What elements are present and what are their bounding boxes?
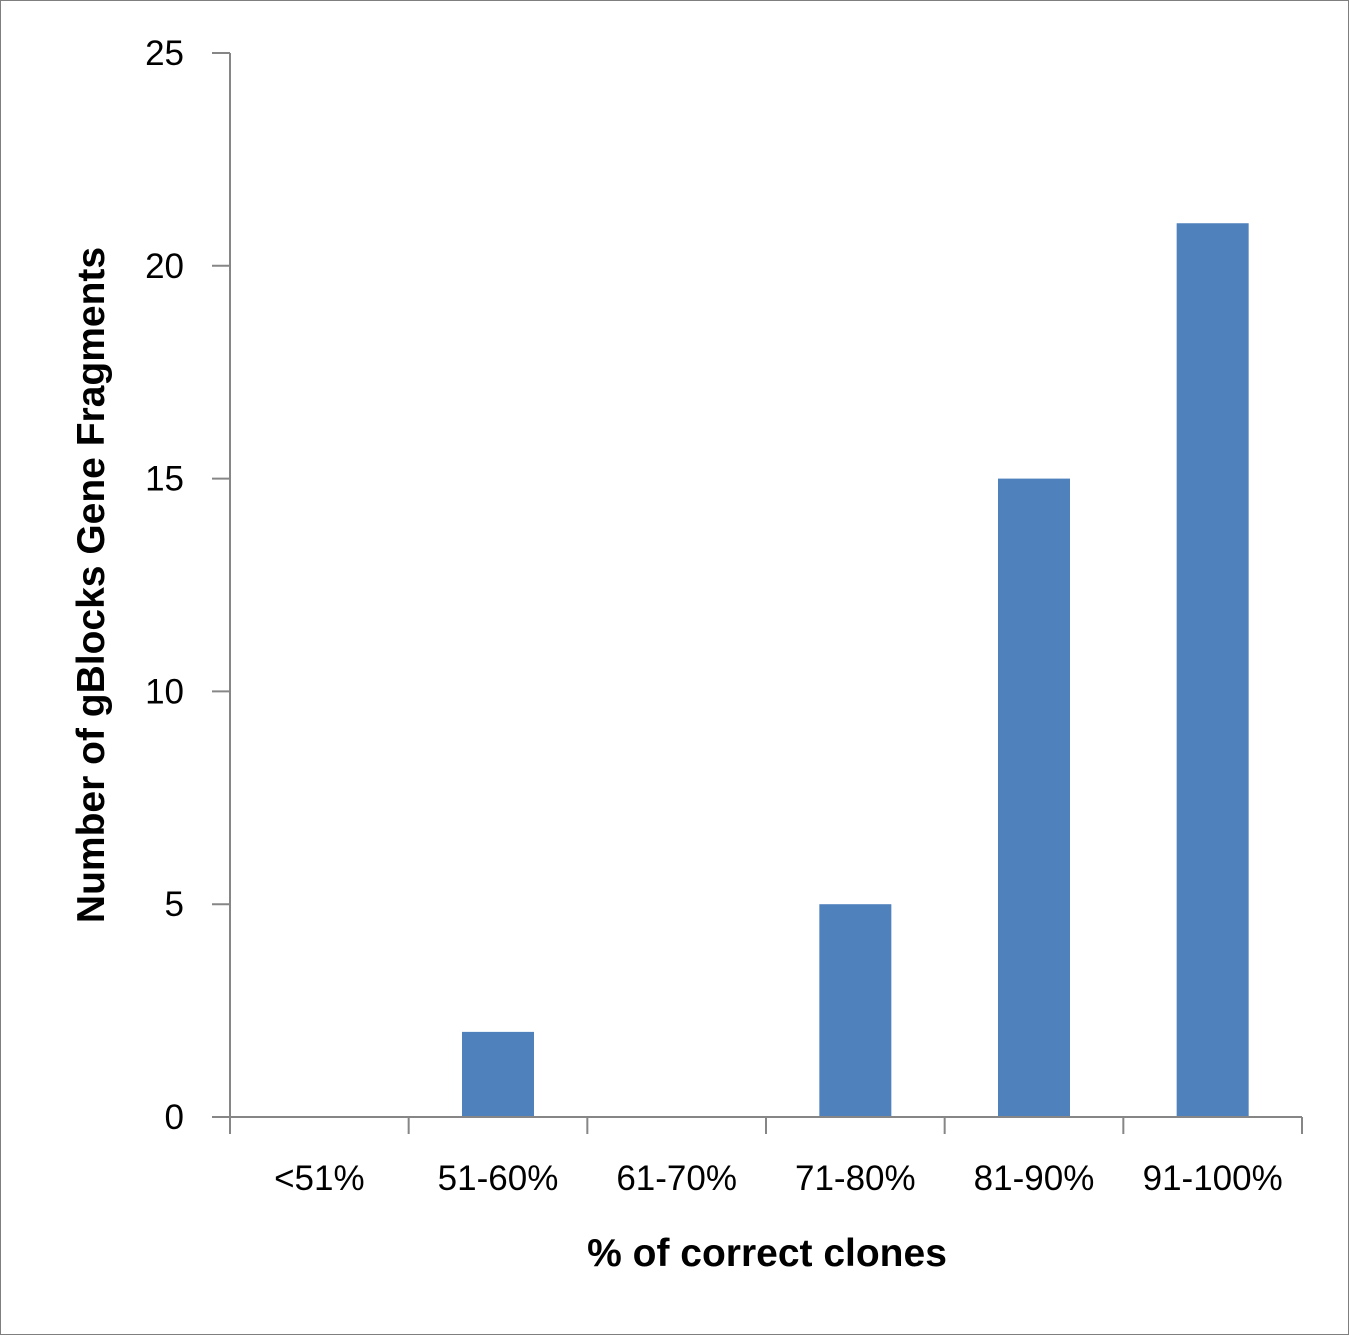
y-tick-label-0: 0 [165,1098,184,1137]
y-tick-label-20: 20 [145,247,184,286]
y-tick-label-15: 15 [145,460,184,499]
bar-71-80% [819,904,892,1117]
x-tick-label-71-80%: 71-80% [795,1159,916,1198]
bar-81-90% [998,478,1070,1118]
y-tick-labels: 0 5 10 15 20 25 [145,34,184,1137]
x-tick-label-91-100%: 91-100% [1143,1159,1283,1198]
x-tick-label-<51%: <51% [274,1159,365,1198]
x-tick-label-81-90%: 81-90% [974,1159,1095,1198]
x-tick-label-51-60%: 51-60% [438,1159,559,1198]
y-tick-label-5: 5 [165,885,184,924]
y-tick-label-10: 10 [145,672,184,711]
x-axis-title: % of correct clones [587,1232,947,1275]
x-tick-label-61-70%: 61-70% [616,1159,737,1198]
bars-group [462,223,1249,1118]
bar-91-100% [1176,223,1249,1118]
y-axis-title: Number of gBlocks Gene Fragments [70,247,113,923]
bar-51-60% [462,1031,534,1117]
axes-group [212,52,1303,1134]
x-tick-labels: <51% 51-60% 61-70% 71-80% 81-90% 91-100% [274,1159,1283,1198]
y-tick-label-25: 25 [145,34,184,73]
